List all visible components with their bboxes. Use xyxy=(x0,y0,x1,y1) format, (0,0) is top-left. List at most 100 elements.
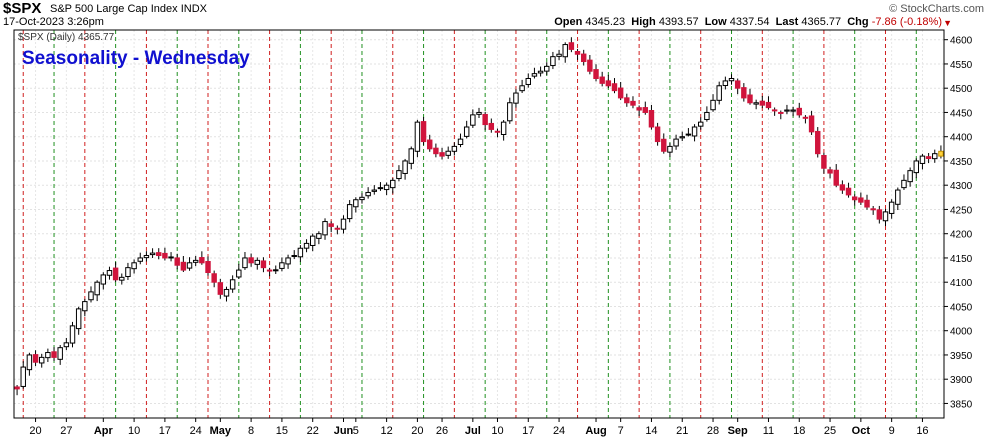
candle-body xyxy=(888,201,895,214)
candle-body xyxy=(309,235,316,246)
candle xyxy=(864,194,870,210)
candle xyxy=(648,104,655,130)
chart-header: $SPX S&P 500 Large Cap Index INDX 17-Oct… xyxy=(0,0,990,30)
candle-body xyxy=(112,267,119,281)
candle xyxy=(291,250,297,260)
candle xyxy=(876,205,883,224)
candle-body xyxy=(808,115,815,133)
candle-body xyxy=(420,121,427,143)
candle-body xyxy=(248,257,254,264)
candle-body xyxy=(365,191,371,197)
candle xyxy=(932,149,938,163)
y-tick-label: 4100 xyxy=(950,278,973,289)
x-tick-label: 28 xyxy=(707,425,719,437)
candle-body xyxy=(568,42,575,50)
candle-body xyxy=(236,269,242,278)
x-tick-label: 16 xyxy=(916,425,928,437)
candle xyxy=(525,73,531,88)
candle-body xyxy=(574,50,581,55)
candle-body xyxy=(273,269,279,272)
candle xyxy=(63,337,70,351)
candle xyxy=(882,208,889,227)
candle-body xyxy=(100,274,107,285)
candle-body xyxy=(821,155,827,169)
x-tick-label: 17 xyxy=(522,425,534,437)
candle xyxy=(396,165,402,182)
candle xyxy=(851,194,858,206)
candle-body xyxy=(550,56,556,67)
candle xyxy=(839,180,846,194)
high-value: 4393.57 xyxy=(658,16,699,28)
x-axis: 20 27 Apr 10 17 24 May 8 15 22 Jun 5 12 20 26 Jul 10 17 24… xyxy=(29,418,929,437)
candle xyxy=(254,257,260,270)
candle-body xyxy=(778,111,784,114)
candle xyxy=(248,253,254,267)
candle xyxy=(57,345,63,365)
candle-body xyxy=(156,252,162,257)
candle xyxy=(778,110,784,120)
candle xyxy=(199,251,205,265)
candle xyxy=(691,124,698,142)
candle xyxy=(149,248,156,259)
candle-body xyxy=(932,153,938,160)
candle-body xyxy=(488,122,495,130)
candle xyxy=(494,128,501,138)
candle xyxy=(710,94,716,112)
x-tick-label: 11 xyxy=(763,425,774,437)
candle xyxy=(827,166,833,179)
candle xyxy=(654,122,661,146)
candle-body xyxy=(654,126,661,143)
candle-body xyxy=(75,308,82,330)
candle xyxy=(205,256,211,276)
candle xyxy=(186,257,193,271)
candle-body xyxy=(408,148,414,164)
candle-body xyxy=(667,145,673,153)
low-label: Low xyxy=(704,16,727,28)
candle-body xyxy=(205,260,211,273)
candle-body xyxy=(851,196,858,201)
candle-body xyxy=(630,100,636,106)
candle xyxy=(919,153,926,170)
candle xyxy=(168,252,174,262)
candle xyxy=(605,74,612,89)
candle-body xyxy=(827,169,833,174)
candle-body xyxy=(482,113,488,126)
candle xyxy=(679,131,685,142)
brand-logo[interactable]: © StockCharts.com xyxy=(889,3,984,15)
candle xyxy=(519,79,525,93)
candle xyxy=(901,174,907,190)
candle xyxy=(457,133,464,148)
plot-frame xyxy=(13,29,945,419)
candle-body xyxy=(149,252,156,256)
y-tick-label: 4350 xyxy=(950,157,973,168)
candle-body xyxy=(229,279,236,290)
candle xyxy=(174,253,180,270)
candle-body xyxy=(537,70,544,74)
candle-body xyxy=(88,291,94,301)
candle xyxy=(642,101,649,115)
candle-body xyxy=(266,269,273,272)
candle-body xyxy=(45,352,51,359)
candle-body xyxy=(519,85,525,92)
candle-body xyxy=(580,53,587,63)
candle xyxy=(938,145,944,159)
candle xyxy=(716,81,722,105)
y-tick-label: 4600 xyxy=(950,36,973,47)
x-tick-label: 7 xyxy=(618,425,624,437)
candle xyxy=(38,353,45,368)
candle-body xyxy=(186,262,193,269)
candle-body xyxy=(507,102,513,122)
candle xyxy=(833,164,839,188)
candle xyxy=(445,146,451,159)
candle xyxy=(673,134,679,150)
candle xyxy=(556,49,562,61)
candle xyxy=(482,111,488,131)
candle-body xyxy=(297,247,304,258)
candle xyxy=(100,272,107,290)
candle-body xyxy=(673,138,679,147)
candle-body xyxy=(14,386,20,390)
candle xyxy=(463,120,470,139)
candle xyxy=(180,256,187,273)
candle-body xyxy=(544,65,550,72)
